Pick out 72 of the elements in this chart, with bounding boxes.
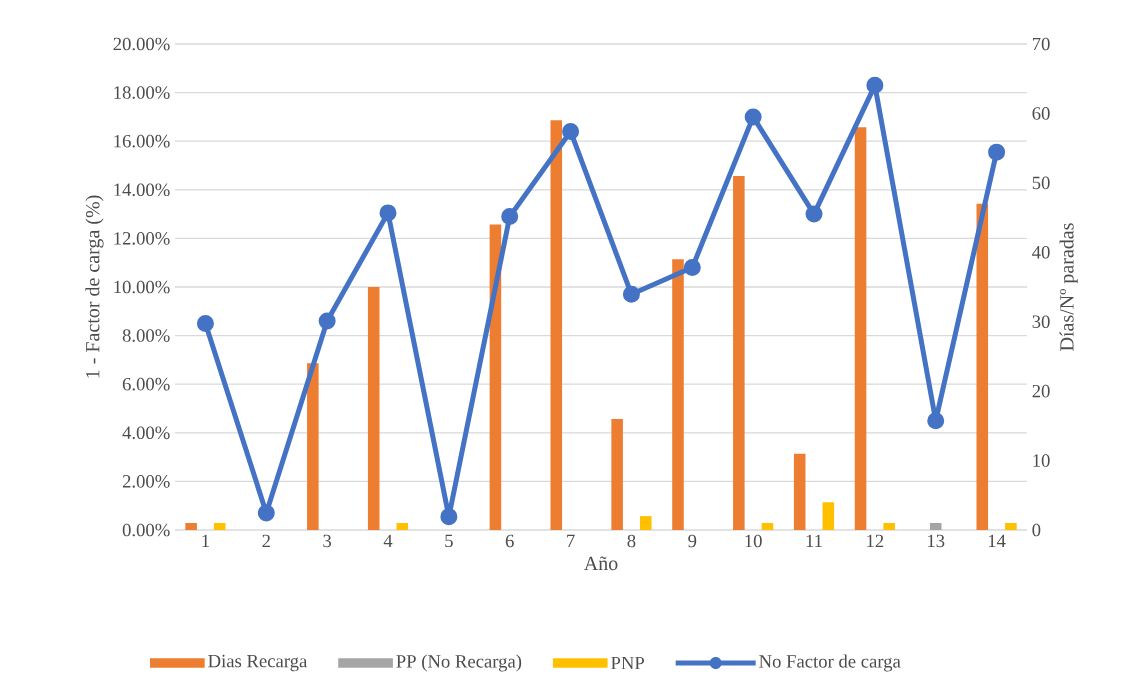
point [927,412,945,430]
y-tick-label: 16.00% [114,134,170,148]
point [257,504,275,522]
bar [307,363,319,530]
bar [854,127,867,530]
y-tick-label: 8.00% [122,329,170,342]
x-tick-label: 7 [567,534,575,547]
point [440,508,458,526]
y2-tick-label: 20 [1032,384,1050,398]
bar [367,287,380,530]
y-tick-label: 2.00% [122,475,170,488]
y2-axis-title: Días/Nº paradas [1059,223,1078,351]
legend-label: PP (No Recarga) [396,654,522,672]
bar [761,523,774,530]
x-tick-label: 1 [202,534,209,548]
y2-tick-label: 60 [1032,107,1050,120]
x-tick-label: 14 [988,534,1006,548]
x-tick-label: 3 [323,534,332,548]
point [866,76,884,94]
y2-tick-label: 50 [1032,176,1050,190]
point [683,259,701,277]
point [379,204,397,222]
x-tick-label: 8 [627,534,636,548]
y-tick-label: 20.00% [113,37,170,51]
y-tick-label: 12.00% [114,232,170,245]
y-tick-label: 18.00% [114,86,170,99]
legend-label: Dias Recarga [208,654,308,672]
point [805,205,823,223]
x-tick-label: 4 [383,534,393,547]
bar [185,523,197,530]
bar [733,175,745,530]
legend-label: PNP [611,656,644,670]
x-tick-label: 5 [445,534,453,548]
point [562,122,580,140]
bar [672,259,684,530]
y-tick-label: 14.00% [114,183,170,197]
bar [883,523,895,530]
bar [213,523,226,530]
point [744,108,762,126]
bar [396,523,409,530]
y-tick-label: 6.00% [122,377,170,391]
point [501,208,519,226]
legend-label: No Factor de carga [759,654,901,672]
y-tick-label: 4.00% [122,426,170,440]
y2-tick-label: 0 [1032,523,1041,537]
bar [793,453,806,530]
y2-tick-label: 30 [1032,315,1050,329]
x-tick-label: 13 [928,534,945,548]
x-tick-label: 6 [505,534,514,548]
point [988,143,1006,161]
x-axis-title: Año [583,556,618,571]
x-tick-label: 10 [745,534,762,548]
y-tick-label: 10.00% [114,280,170,294]
point [318,312,336,330]
x-tick-label: 9 [688,534,697,548]
bar [611,418,623,530]
x-tick-label: 2 [262,534,270,548]
y-axis-title: 1 - Factor de carga (%) [85,195,104,378]
bar [639,516,652,530]
bar [822,502,835,530]
x-tick-label: 11 [806,534,822,548]
point [196,314,214,332]
bar [929,523,942,530]
y-tick-label: 0.00% [122,523,170,537]
x-tick-label: 12 [867,534,884,548]
y2-tick-label: 40 [1032,245,1050,259]
bar [976,203,989,530]
bar [1005,523,1017,530]
y2-tick-label: 70 [1032,37,1050,51]
bar [550,120,563,530]
point [622,285,640,303]
y2-tick-label: 10 [1033,454,1050,467]
